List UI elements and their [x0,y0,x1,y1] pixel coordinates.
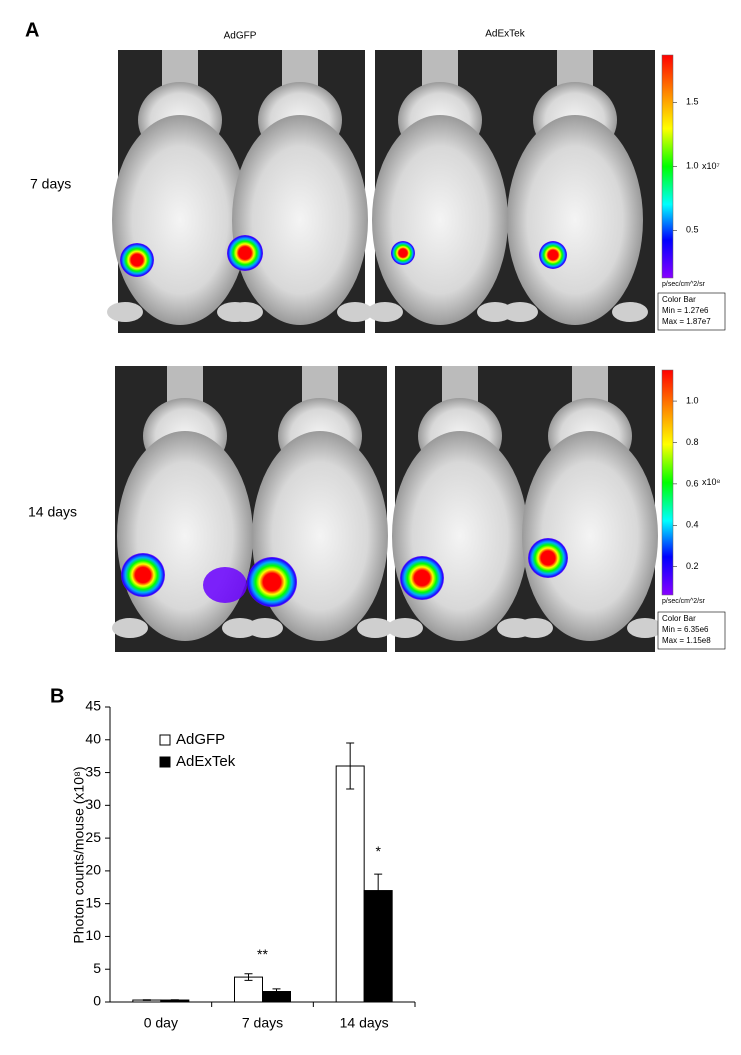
panel-label: B [50,685,64,707]
mouse-leg [227,302,263,322]
colorbar-box-text: Max = 1.87e7 [662,317,711,326]
mouse-body [522,431,658,641]
y-tick-label: 35 [85,763,101,779]
colorbar-box-text: Min = 6.35e6 [662,625,709,634]
colorbar [661,369,674,596]
colorbar-tick-label: 0.5 [686,225,699,235]
signal-spot [203,567,247,603]
legend-swatch [159,756,171,768]
mouse-leg [107,302,143,322]
mouse-leg [387,618,423,638]
x-tick-label: 0 day [144,1015,178,1031]
mouse-body [392,431,528,641]
error-bar [346,742,355,790]
error-bar [142,999,151,1001]
legend-swatch [159,734,171,746]
mouse-leg [337,302,373,322]
y-tick-label: 0 [93,993,101,1009]
colorbar-units: p/sec/cm^2/sr [662,281,706,288]
signal-spot [121,553,165,597]
colorbar [661,54,674,279]
mouse-leg [357,618,393,638]
signal-spot [539,241,567,269]
mouse-body [117,431,253,641]
signal-spot [400,556,444,600]
bar [234,976,263,1003]
error-bar [244,973,253,981]
colorbar-box [657,292,726,331]
error-bar [374,873,383,908]
row-label: 14 days [28,504,77,520]
row-label: 7 days [30,176,71,192]
panel-label: A [25,19,39,41]
annotation: ** [257,946,268,962]
colorbar-tick-label: 0.4 [686,520,699,530]
y-tick-label: 15 [85,894,101,910]
mouse-leg [367,302,403,322]
y-tick-label: 40 [85,730,101,746]
x-tick-label: 7 days [242,1015,283,1031]
mouse-body [372,115,508,325]
y-tick-label: 25 [85,829,101,845]
signal-spot [120,243,154,277]
mouse-body [252,431,388,641]
mouse-leg [502,302,538,322]
y-tick-label: 5 [93,960,101,976]
mouse-leg [247,618,283,638]
mouse-leg [477,302,513,322]
colorbar-multiplier: x10⁷ [702,161,720,171]
signal-spot [528,538,568,578]
column-label: AdGFP [224,31,257,42]
y-tick-label: 30 [85,796,101,812]
signal-spot [227,235,263,271]
signal-spot [391,241,415,265]
legend-label: AdGFP [176,731,225,748]
bar [335,765,365,1003]
colorbar-box-text: Color Bar [662,614,696,623]
colorbar-multiplier: x10⁸ [702,477,721,487]
colorbar-tick-label: 0.6 [686,478,699,488]
colorbar-tick-label: 1.5 [686,97,699,107]
y-tick-label: 20 [85,862,101,878]
colorbar-box-text: Max = 1.15e8 [662,636,711,645]
colorbar-units: p/sec/cm^2/sr [662,598,706,605]
x-tick-label: 14 days [340,1015,389,1031]
error-bar [272,988,281,995]
mouse-leg [112,618,148,638]
y-axis-label: Photon counts/mouse (x10⁸) [71,766,87,943]
mouse-leg [627,618,663,638]
y-tick-label: 45 [85,698,101,714]
colorbar-tick-label: 0.2 [686,561,699,571]
colorbar-tick-label: 0.8 [686,437,699,447]
mouse-body [232,115,368,325]
mouse-leg [222,618,258,638]
colorbar-box [657,611,726,650]
mouse-leg [612,302,648,322]
column-label: AdExTek [485,29,525,40]
colorbar-box-text: Color Bar [662,295,696,304]
mouse-body [507,115,643,325]
mouse-leg [517,618,553,638]
colorbar-tick-label: 1.0 [686,395,699,405]
annotation: * [375,843,381,859]
signal-spot [247,557,297,607]
legend-label: AdExTek [176,753,236,770]
colorbar-tick-label: 1.0 [686,161,699,171]
mouse-body [112,115,248,325]
bar [363,890,393,1003]
error-bar [170,999,179,1001]
y-tick-label: 10 [85,927,101,943]
colorbar-box-text: Min = 1.27e6 [662,306,709,315]
